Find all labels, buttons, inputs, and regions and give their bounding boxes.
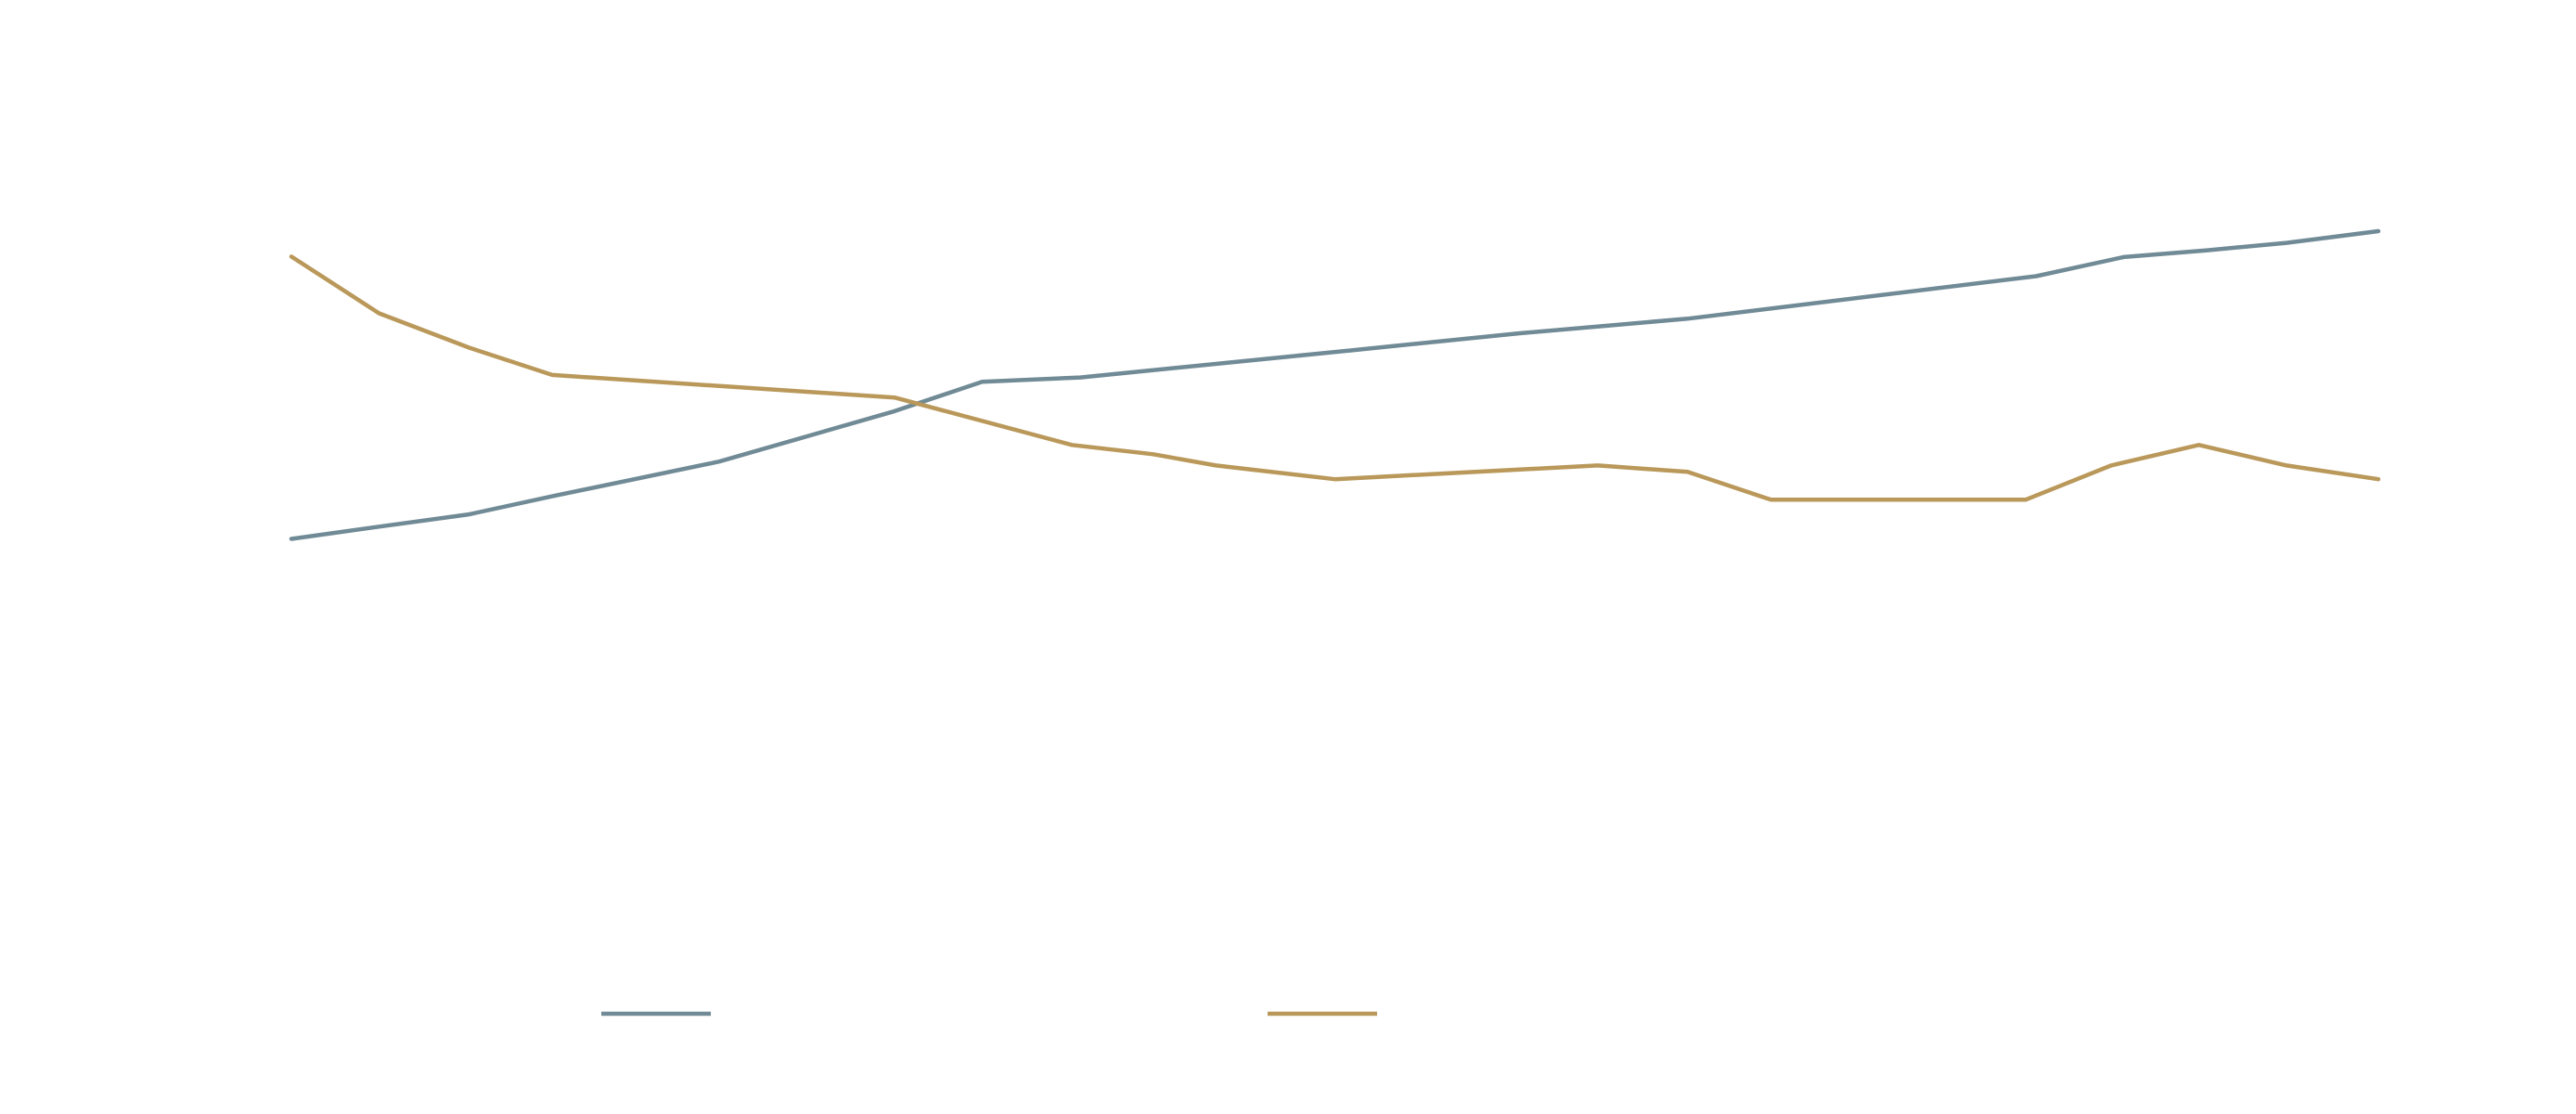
series-line-1 [289,228,2381,541]
series-line-2 [289,254,2381,502]
plot-area [289,228,2381,541]
